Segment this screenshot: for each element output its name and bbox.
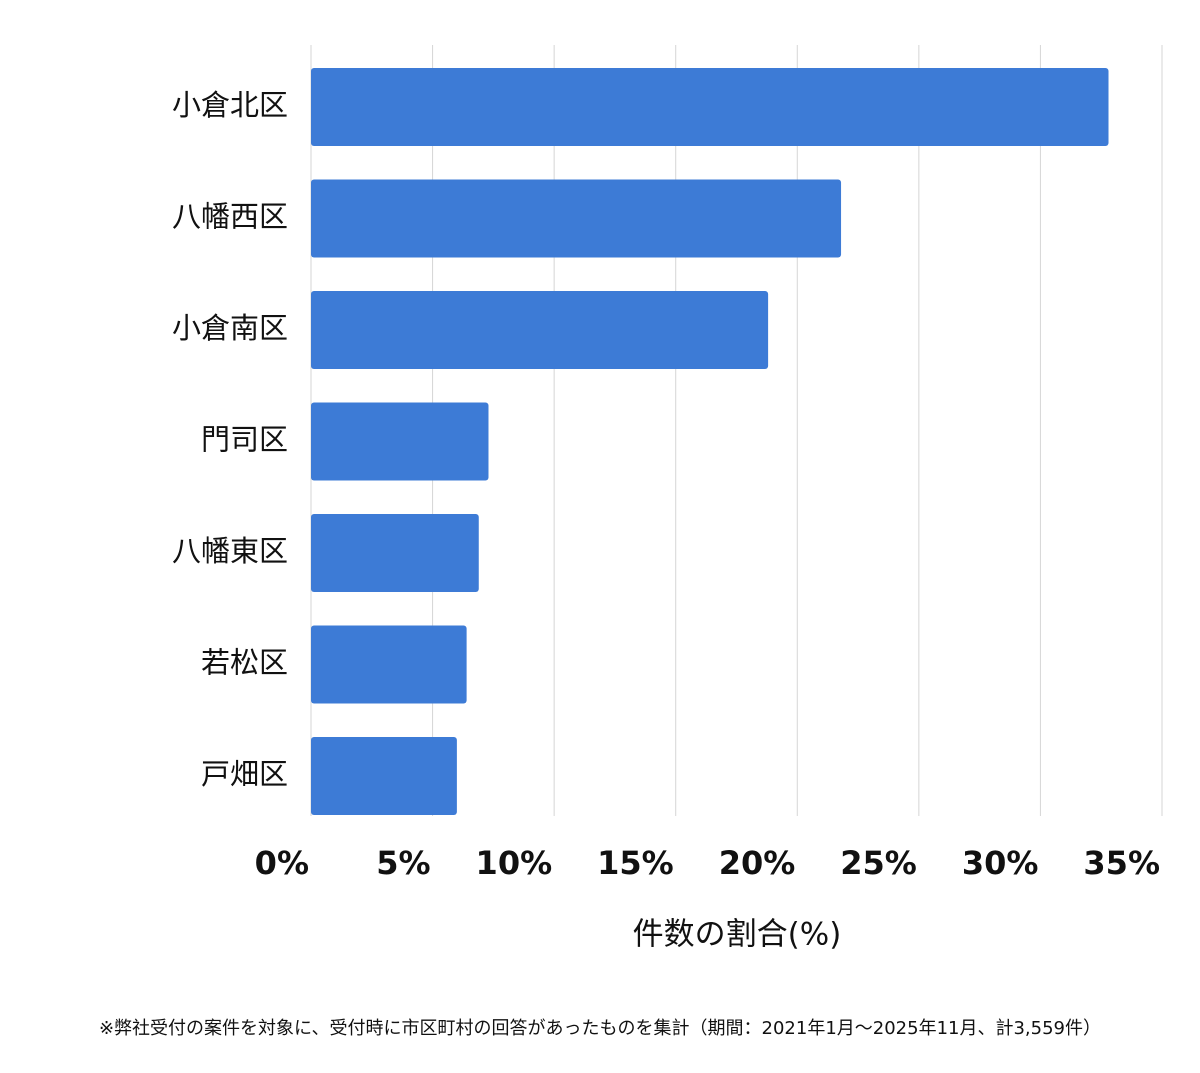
y-tick-label: 門司区	[201, 423, 288, 457]
bar	[311, 737, 457, 815]
x-axis-label: 件数の割合(%)	[633, 917, 842, 953]
bar	[311, 291, 769, 369]
x-tick-label: 0%	[255, 844, 309, 882]
bar	[311, 402, 489, 481]
y-tick-label: 八幡東区	[172, 534, 288, 568]
bar	[311, 68, 1109, 146]
y-tick-label: 若松区	[201, 646, 288, 680]
x-tick-label: 15%	[597, 844, 674, 882]
x-tick-label: 25%	[840, 844, 917, 882]
x-tick-label: 20%	[719, 844, 796, 882]
x-tick-label: 5%	[376, 844, 430, 882]
x-tick-label: 35%	[1083, 844, 1160, 882]
bar	[311, 625, 467, 704]
footnote: ※弊社受付の案件を対象に、受付時に市区町村の回答があったものを集計（期間：202…	[99, 1018, 1101, 1039]
y-tick-label: 小倉南区	[172, 311, 288, 345]
bar	[311, 514, 479, 592]
y-tick-label: 戸畑区	[201, 757, 288, 791]
bar	[311, 179, 842, 258]
y-tick-label: 小倉北区	[172, 88, 288, 122]
x-tick-label: 10%	[476, 844, 553, 882]
y-tick-label: 八幡西区	[172, 200, 288, 234]
x-tick-label: 30%	[962, 844, 1039, 882]
